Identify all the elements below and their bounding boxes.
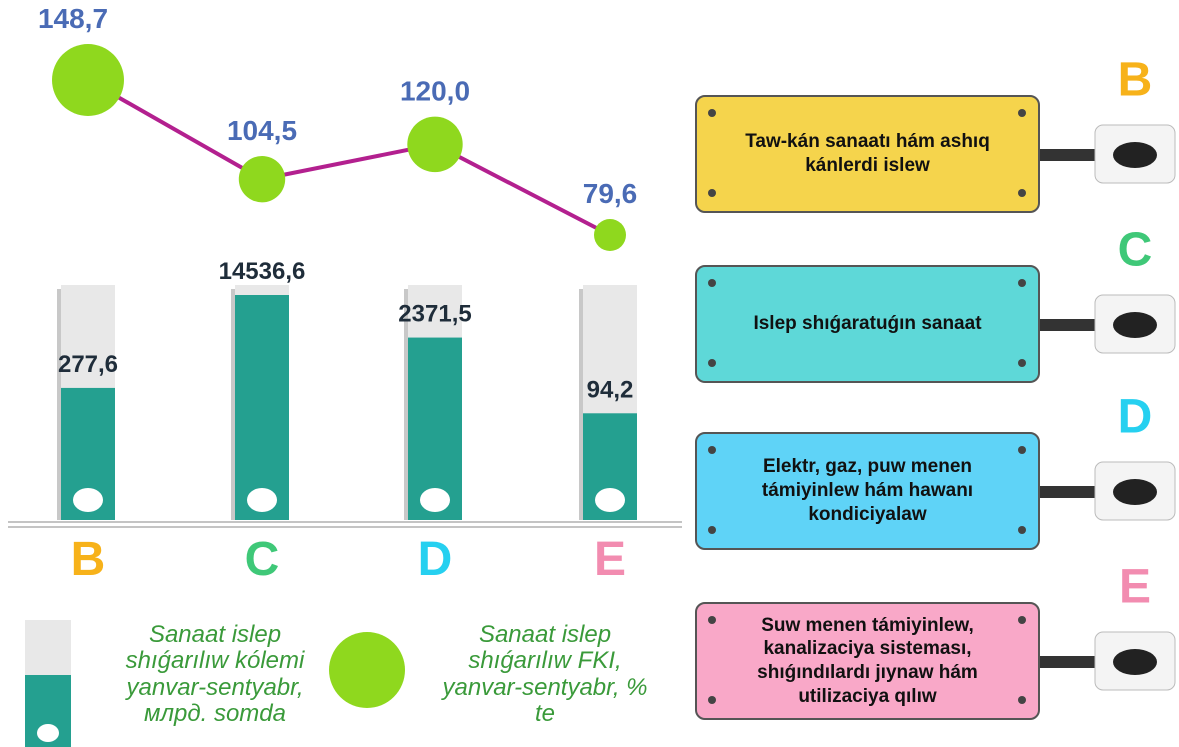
panel: Islep shıǵaratuǵın sanaat: [695, 265, 1040, 383]
panel-letter: C: [1118, 224, 1153, 277]
bar-decor: [420, 488, 450, 512]
plug: [1113, 649, 1157, 675]
bar: [235, 295, 289, 520]
x-tick-label: B: [71, 533, 106, 586]
bar-value-label: 14536,6: [219, 258, 306, 285]
line-value-label: 79,6: [583, 178, 638, 209]
line-value-label: 104,5: [227, 115, 297, 146]
panel-letter: B: [1118, 54, 1153, 107]
panel: Suw menen támiyinlew, kanalizaciya siste…: [695, 602, 1040, 720]
plug: [1113, 479, 1157, 505]
bar-value-label: 94,2: [587, 376, 634, 403]
legend-label: Sanaat islep shıǵarılıw FKI, yanvar-sent…: [430, 622, 660, 728]
page: 277,6 14536,6 2371,5 94,2 148,7 104,5 120,0 79,…: [0, 0, 1179, 747]
panel: Elektr, gaz, puw menen támiyinlew hám ha…: [695, 432, 1040, 550]
line-value-label: 148,7: [38, 3, 108, 34]
line-marker: [594, 219, 626, 251]
line-value-label: 120,0: [400, 76, 470, 107]
legend-line-icon: [329, 632, 405, 708]
panel: Taw-kán sanaatı hám ashıq kánlerdi islew: [695, 95, 1040, 213]
legend-bar-decor: [37, 724, 59, 742]
x-tick-label: E: [594, 533, 626, 586]
bar-value-label: 277,6: [58, 351, 118, 378]
bar-decor: [247, 488, 277, 512]
panel-letter: D: [1118, 391, 1153, 444]
x-tick-label: C: [245, 533, 280, 586]
bar-decor: [73, 488, 103, 512]
line-marker: [52, 44, 124, 116]
panel-letter: E: [1119, 561, 1151, 614]
plug: [1113, 312, 1157, 338]
plug: [1113, 142, 1157, 168]
bar-frame-side: [57, 289, 61, 520]
legend-label: Sanaat islep shıǵarılıw kólemi yanvar-se…: [100, 622, 330, 728]
bar-frame-side: [231, 289, 235, 520]
x-tick-label: D: [418, 533, 453, 586]
bar-frame-side: [579, 289, 583, 520]
line: [88, 80, 610, 235]
line-marker: [239, 156, 285, 202]
bar-value-label: 2371,5: [398, 301, 471, 328]
bar-decor: [595, 488, 625, 512]
line-marker: [407, 117, 462, 172]
